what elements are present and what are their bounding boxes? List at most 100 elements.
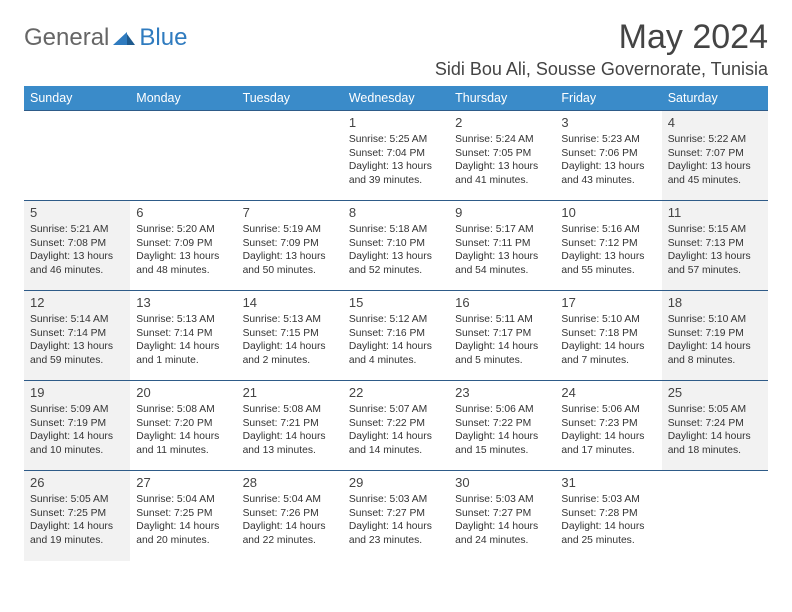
month-title: May 2024: [619, 18, 768, 57]
calendar-day-cell: [130, 111, 236, 201]
brand-logo: General Blue: [24, 18, 187, 52]
day-number: 27: [136, 474, 230, 491]
day-number: 8: [349, 204, 443, 221]
day-number: 12: [30, 294, 124, 311]
daylight-text: and 25 minutes.: [561, 534, 655, 548]
daylight-text: and 46 minutes.: [30, 264, 124, 278]
day-info: Sunrise: 5:15 AMSunset: 7:13 PMDaylight:…: [668, 223, 762, 277]
daylight-text: Daylight: 14 hours: [136, 340, 230, 354]
day-number: 9: [455, 204, 549, 221]
daylight-text: Daylight: 14 hours: [30, 520, 124, 534]
sunset-text: Sunset: 7:04 PM: [349, 147, 443, 161]
sunrise-text: Sunrise: 5:16 AM: [561, 223, 655, 237]
day-number: 14: [243, 294, 337, 311]
sunset-text: Sunset: 7:09 PM: [243, 237, 337, 251]
sunrise-text: Sunrise: 5:04 AM: [136, 493, 230, 507]
daylight-text: Daylight: 14 hours: [561, 340, 655, 354]
sunset-text: Sunset: 7:07 PM: [668, 147, 762, 161]
sunset-text: Sunset: 7:14 PM: [136, 327, 230, 341]
daylight-text: Daylight: 14 hours: [561, 430, 655, 444]
daylight-text: Daylight: 14 hours: [455, 430, 549, 444]
calendar-day-cell: 11Sunrise: 5:15 AMSunset: 7:13 PMDayligh…: [662, 201, 768, 291]
day-info: Sunrise: 5:19 AMSunset: 7:09 PMDaylight:…: [243, 223, 337, 277]
day-info: Sunrise: 5:22 AMSunset: 7:07 PMDaylight:…: [668, 133, 762, 187]
sunrise-text: Sunrise: 5:03 AM: [349, 493, 443, 507]
daylight-text: and 22 minutes.: [243, 534, 337, 548]
sunrise-text: Sunrise: 5:12 AM: [349, 313, 443, 327]
sunrise-text: Sunrise: 5:21 AM: [30, 223, 124, 237]
calendar-day-cell: 25Sunrise: 5:05 AMSunset: 7:24 PMDayligh…: [662, 381, 768, 471]
daylight-text: and 8 minutes.: [668, 354, 762, 368]
daylight-text: Daylight: 13 hours: [349, 250, 443, 264]
day-info: Sunrise: 5:03 AMSunset: 7:27 PMDaylight:…: [455, 493, 549, 547]
calendar-day-cell: 13Sunrise: 5:13 AMSunset: 7:14 PMDayligh…: [130, 291, 236, 381]
day-info: Sunrise: 5:10 AMSunset: 7:18 PMDaylight:…: [561, 313, 655, 367]
day-number: 20: [136, 384, 230, 401]
sunset-text: Sunset: 7:10 PM: [349, 237, 443, 251]
day-info: Sunrise: 5:25 AMSunset: 7:04 PMDaylight:…: [349, 133, 443, 187]
sunset-text: Sunset: 7:14 PM: [30, 327, 124, 341]
day-info: Sunrise: 5:06 AMSunset: 7:23 PMDaylight:…: [561, 403, 655, 457]
day-number: 6: [136, 204, 230, 221]
daylight-text: and 14 minutes.: [349, 444, 443, 458]
sunrise-text: Sunrise: 5:10 AM: [668, 313, 762, 327]
calendar-day-cell: 24Sunrise: 5:06 AMSunset: 7:23 PMDayligh…: [555, 381, 661, 471]
day-number: 25: [668, 384, 762, 401]
daylight-text: Daylight: 13 hours: [668, 250, 762, 264]
calendar-day-cell: [662, 471, 768, 561]
day-info: Sunrise: 5:10 AMSunset: 7:19 PMDaylight:…: [668, 313, 762, 367]
day-info: Sunrise: 5:24 AMSunset: 7:05 PMDaylight:…: [455, 133, 549, 187]
sunrise-text: Sunrise: 5:19 AM: [243, 223, 337, 237]
calendar-day-cell: 29Sunrise: 5:03 AMSunset: 7:27 PMDayligh…: [343, 471, 449, 561]
sunset-text: Sunset: 7:27 PM: [349, 507, 443, 521]
daylight-text: and 4 minutes.: [349, 354, 443, 368]
day-info: Sunrise: 5:07 AMSunset: 7:22 PMDaylight:…: [349, 403, 443, 457]
day-number: 5: [30, 204, 124, 221]
weekday-header-row: Sunday Monday Tuesday Wednesday Thursday…: [24, 86, 768, 111]
calendar-body: 1Sunrise: 5:25 AMSunset: 7:04 PMDaylight…: [24, 111, 768, 561]
sunset-text: Sunset: 7:25 PM: [30, 507, 124, 521]
daylight-text: Daylight: 13 hours: [561, 250, 655, 264]
daylight-text: Daylight: 14 hours: [455, 340, 549, 354]
weekday-header: Thursday: [449, 86, 555, 111]
sunrise-text: Sunrise: 5:25 AM: [349, 133, 443, 147]
day-number: 28: [243, 474, 337, 491]
daylight-text: Daylight: 14 hours: [136, 520, 230, 534]
daylight-text: and 13 minutes.: [243, 444, 337, 458]
daylight-text: and 54 minutes.: [455, 264, 549, 278]
daylight-text: and 19 minutes.: [30, 534, 124, 548]
sunrise-text: Sunrise: 5:08 AM: [243, 403, 337, 417]
sunset-text: Sunset: 7:06 PM: [561, 147, 655, 161]
day-number: 17: [561, 294, 655, 311]
daylight-text: and 50 minutes.: [243, 264, 337, 278]
day-number: 30: [455, 474, 549, 491]
sunset-text: Sunset: 7:26 PM: [243, 507, 337, 521]
sunrise-text: Sunrise: 5:13 AM: [243, 313, 337, 327]
daylight-text: and 2 minutes.: [243, 354, 337, 368]
sunset-text: Sunset: 7:24 PM: [668, 417, 762, 431]
sunset-text: Sunset: 7:05 PM: [455, 147, 549, 161]
daylight-text: and 55 minutes.: [561, 264, 655, 278]
weekday-header: Wednesday: [343, 86, 449, 111]
day-number: 31: [561, 474, 655, 491]
daylight-text: Daylight: 13 hours: [30, 250, 124, 264]
calendar-day-cell: 6Sunrise: 5:20 AMSunset: 7:09 PMDaylight…: [130, 201, 236, 291]
day-info: Sunrise: 5:04 AMSunset: 7:26 PMDaylight:…: [243, 493, 337, 547]
sunrise-text: Sunrise: 5:04 AM: [243, 493, 337, 507]
weekday-header: Tuesday: [237, 86, 343, 111]
day-info: Sunrise: 5:08 AMSunset: 7:21 PMDaylight:…: [243, 403, 337, 457]
day-number: 3: [561, 114, 655, 131]
day-info: Sunrise: 5:14 AMSunset: 7:14 PMDaylight:…: [30, 313, 124, 367]
calendar-day-cell: 4Sunrise: 5:22 AMSunset: 7:07 PMDaylight…: [662, 111, 768, 201]
daylight-text: and 57 minutes.: [668, 264, 762, 278]
day-info: Sunrise: 5:16 AMSunset: 7:12 PMDaylight:…: [561, 223, 655, 277]
daylight-text: Daylight: 13 hours: [243, 250, 337, 264]
calendar-day-cell: 12 Sunrise: 5:14 AMSunset: 7:14 PMDayligh…: [24, 291, 130, 381]
day-number: 19: [30, 384, 124, 401]
title-block: May 2024: [619, 18, 768, 57]
sunset-text: Sunset: 7:15 PM: [243, 327, 337, 341]
day-info: Sunrise: 5:13 AMSunset: 7:15 PMDaylight:…: [243, 313, 337, 367]
day-info: Sunrise: 5:09 AMSunset: 7:19 PMDaylight:…: [30, 403, 124, 457]
sunrise-text: Sunrise: 5:05 AM: [30, 493, 124, 507]
calendar-day-cell: 21Sunrise: 5:08 AMSunset: 7:21 PMDayligh…: [237, 381, 343, 471]
